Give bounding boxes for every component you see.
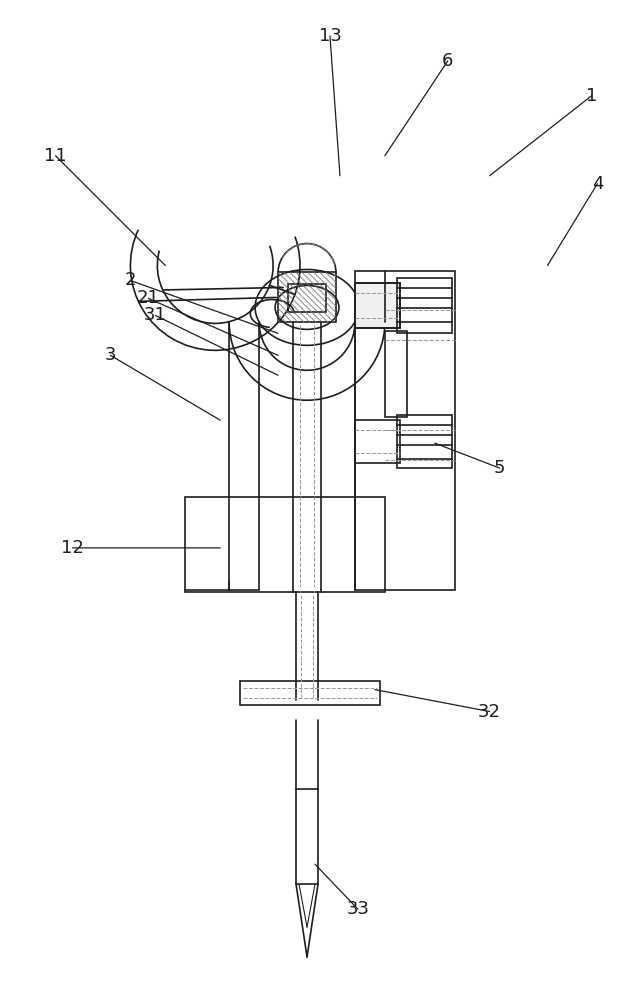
Text: 5: 5 <box>494 459 505 477</box>
Text: 32: 32 <box>478 703 501 721</box>
Text: 11: 11 <box>44 147 67 165</box>
Text: 13: 13 <box>318 27 341 45</box>
Bar <box>355 283 400 328</box>
Bar <box>185 497 385 592</box>
Text: 4: 4 <box>591 175 603 193</box>
Text: 6: 6 <box>442 52 454 70</box>
Text: 21: 21 <box>137 289 160 307</box>
Text: 2: 2 <box>124 271 136 289</box>
Bar <box>355 420 400 463</box>
Text: 33: 33 <box>346 900 369 918</box>
Text: 3: 3 <box>105 346 116 364</box>
Bar <box>355 283 400 328</box>
Text: 1: 1 <box>586 87 597 105</box>
Bar <box>288 284 326 312</box>
Bar <box>278 272 336 322</box>
Bar <box>397 278 452 333</box>
Text: 31: 31 <box>144 306 167 324</box>
Bar <box>397 415 452 468</box>
Bar <box>240 681 380 705</box>
Bar <box>355 271 455 590</box>
Text: 12: 12 <box>61 539 84 557</box>
Bar <box>385 331 407 417</box>
